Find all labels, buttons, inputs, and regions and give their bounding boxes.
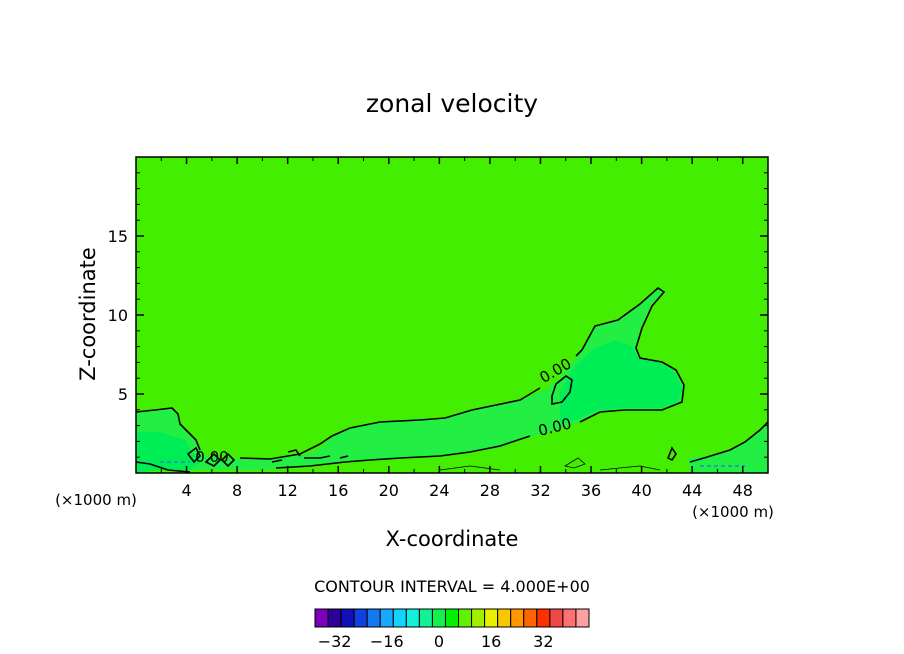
colorbar-swatch [549, 608, 564, 628]
colorbar [314, 608, 590, 628]
colorbar-tick-label: −32 [318, 632, 352, 651]
x-tick-label: 4 [181, 481, 191, 500]
region-negative-3 [136, 432, 200, 473]
contour-lower-left [135, 446, 236, 473]
y-axis-label: Z-coordinate [76, 247, 100, 381]
colorbar-swatch [327, 608, 342, 628]
region-negative-2 [560, 340, 682, 422]
colorbar-swatch [418, 608, 433, 628]
x-tick-label: 24 [429, 481, 449, 500]
x-tick-label: 44 [682, 481, 702, 500]
contour-label: 0.00 [195, 448, 228, 466]
colorbar-swatch [444, 608, 460, 628]
x-unit-label-right: (×1000 m) [692, 503, 774, 521]
x-tick-label: 32 [530, 481, 550, 500]
region-negative [136, 288, 684, 473]
contour-bottom-edge [271, 449, 349, 463]
colorbar-swatch [379, 608, 394, 628]
colorbar-swatch [523, 608, 538, 628]
colorbar-tick-label: −16 [370, 632, 404, 651]
plot-area: 0.00 0.00 0.00 [135, 156, 769, 474]
colorbar-swatch [314, 608, 329, 628]
x-tick-label: 16 [328, 481, 348, 500]
colorbar-swatch [484, 608, 499, 628]
colorbar-swatch [405, 608, 420, 628]
colorbar-ticks: −32 −16 0 16 32 [318, 632, 554, 651]
x-tick-label: 20 [379, 481, 399, 500]
x-unit-label-left: (×1000 m) [55, 491, 137, 509]
x-tick-label: 8 [232, 481, 242, 500]
x-tick-label: 40 [631, 481, 651, 500]
x-tick-label: 48 [733, 481, 753, 500]
x-axis-ticks: 4 8 12 16 20 24 28 32 36 40 44 48 [160, 157, 753, 500]
colorbar-swatch [510, 608, 525, 628]
y-tick-label: 5 [118, 385, 128, 404]
x-axis-label: X-coordinate [386, 527, 519, 551]
colorbar-swatch [536, 608, 551, 628]
contour-lines [135, 286, 769, 473]
contour-dashed [160, 461, 745, 467]
y-axis-ticks: 5 10 15 [108, 172, 768, 458]
colorbar-swatch [366, 608, 381, 628]
colorbar-swatch [497, 608, 512, 628]
x-tick-label: 12 [278, 481, 298, 500]
colorbar-tick-label: 32 [533, 632, 553, 651]
chart-title: zonal velocity [366, 89, 538, 118]
colorbar-tick-label: 0 [434, 632, 444, 651]
colorbar-swatch [575, 608, 590, 628]
contour-zero-upper [135, 286, 685, 469]
colorbar-swatch [353, 608, 368, 628]
colorbar-swatch [431, 608, 446, 628]
colorbar-swatch [340, 608, 355, 628]
colorbar-swatch [392, 608, 407, 628]
contour-interval-text: CONTOUR INTERVAL = 4.000E+00 [314, 577, 590, 596]
colorbar-tick-label: 16 [481, 632, 501, 651]
colorbar-swatch [458, 608, 473, 628]
x-tick-label: 36 [581, 481, 601, 500]
y-tick-label: 15 [108, 227, 128, 246]
contour-lower-right [666, 421, 769, 463]
y-tick-label: 10 [108, 306, 128, 325]
colorbar-swatch [471, 608, 486, 628]
x-tick-label: 28 [480, 481, 500, 500]
region-negative-4 [688, 424, 768, 473]
contour-small-loop [551, 375, 573, 405]
colorbar-swatch [562, 608, 577, 628]
